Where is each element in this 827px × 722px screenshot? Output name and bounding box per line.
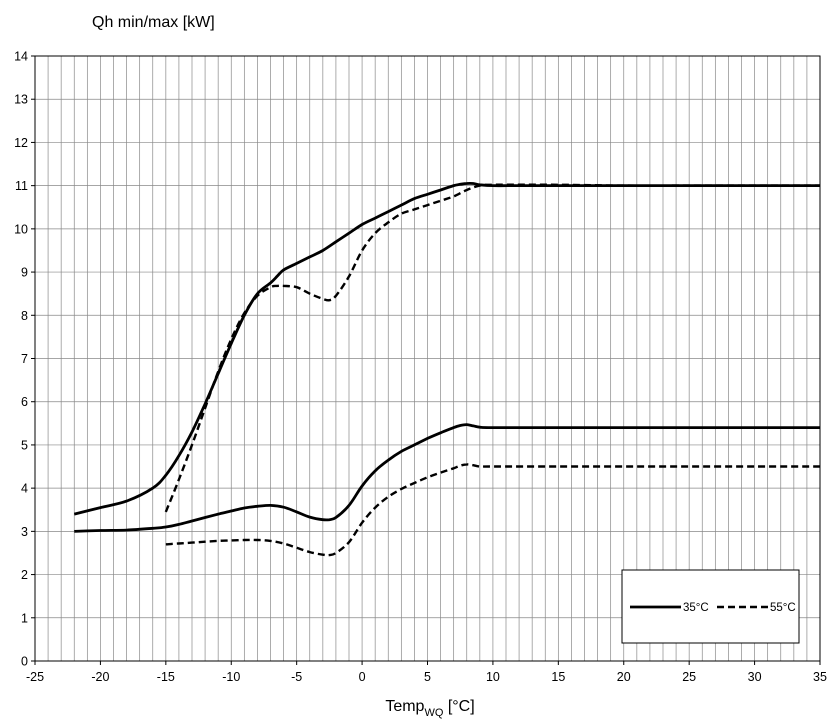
grid bbox=[35, 56, 820, 661]
y-tick-label: 7 bbox=[21, 352, 28, 366]
x-tick-label: 15 bbox=[551, 670, 565, 684]
y-axis-title: Qh min/max [kW] bbox=[92, 14, 215, 31]
y-tick-label: 8 bbox=[21, 309, 28, 323]
y-tick-label: 13 bbox=[14, 93, 28, 107]
x-axis-title: TempWQ [°C] bbox=[385, 698, 474, 719]
x-tick-label: 0 bbox=[359, 670, 366, 684]
y-tick-label: 3 bbox=[21, 525, 28, 539]
y-tick-label: 4 bbox=[21, 482, 28, 496]
x-tick-label: 25 bbox=[682, 670, 696, 684]
series-line-3 bbox=[74, 423, 820, 533]
y-tick-label: 10 bbox=[14, 222, 28, 236]
y-tick-label: 2 bbox=[21, 568, 28, 582]
x-tick-label: -25 bbox=[26, 670, 44, 684]
legend-label-35: 35°C bbox=[683, 602, 709, 614]
y-tick-label: 12 bbox=[14, 136, 28, 150]
series-lines bbox=[73, 181, 820, 557]
x-axis-title-main: Temp bbox=[385, 698, 424, 715]
y-tick-label: 9 bbox=[21, 266, 28, 280]
y-tick-label: 0 bbox=[21, 655, 28, 669]
legend-label-55: 55°C bbox=[770, 602, 796, 614]
x-tick-label: -15 bbox=[157, 670, 175, 684]
y-tick-label: 5 bbox=[21, 438, 28, 452]
x-tick-labels: -25 -20 -15 -10 -5 0 5 10 15 20 25 30 35 bbox=[26, 661, 827, 684]
x-axis-title-subscript: WQ bbox=[424, 707, 443, 719]
x-tick-label: -10 bbox=[222, 670, 240, 684]
legend: 35°C 55°C bbox=[621, 569, 800, 644]
x-tick-label: 35 bbox=[813, 670, 827, 684]
x-axis-title-unit: [°C] bbox=[443, 698, 474, 715]
y-tick-label: 11 bbox=[15, 179, 28, 193]
x-tick-label: -20 bbox=[91, 670, 109, 684]
x-tick-label: 20 bbox=[617, 670, 631, 684]
y-tick-label: 1 bbox=[21, 611, 28, 625]
y-tick-label: 6 bbox=[21, 395, 28, 409]
y-tick-label: 14 bbox=[14, 50, 28, 64]
x-tick-label: 5 bbox=[424, 670, 431, 684]
x-tick-label: -5 bbox=[291, 670, 302, 684]
series-line-1 bbox=[73, 181, 820, 516]
x-tick-label: 30 bbox=[748, 670, 762, 684]
x-tick-label: 10 bbox=[486, 670, 500, 684]
